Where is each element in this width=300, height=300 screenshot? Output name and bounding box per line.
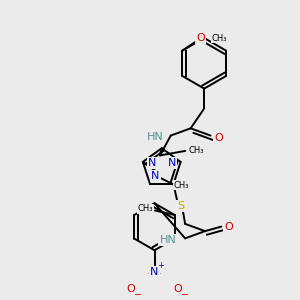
Text: O: O [224, 223, 233, 232]
Text: O: O [214, 133, 223, 143]
Text: −: − [181, 290, 189, 300]
Text: CH₃: CH₃ [189, 146, 204, 155]
Text: CH₃: CH₃ [138, 204, 153, 213]
Text: HN: HN [159, 235, 176, 245]
Text: N: N [148, 158, 156, 168]
Text: N: N [150, 267, 159, 277]
Text: CH₃: CH₃ [211, 34, 227, 43]
Text: O: O [196, 33, 205, 43]
Text: N: N [167, 158, 176, 168]
Text: +: + [158, 261, 164, 270]
Text: CH₃: CH₃ [174, 181, 189, 190]
Text: O: O [127, 284, 135, 294]
Text: S: S [177, 201, 184, 211]
Text: O: O [174, 284, 182, 294]
Text: HN: HN [147, 132, 164, 142]
Text: −: − [134, 290, 142, 300]
Text: N: N [151, 171, 160, 182]
